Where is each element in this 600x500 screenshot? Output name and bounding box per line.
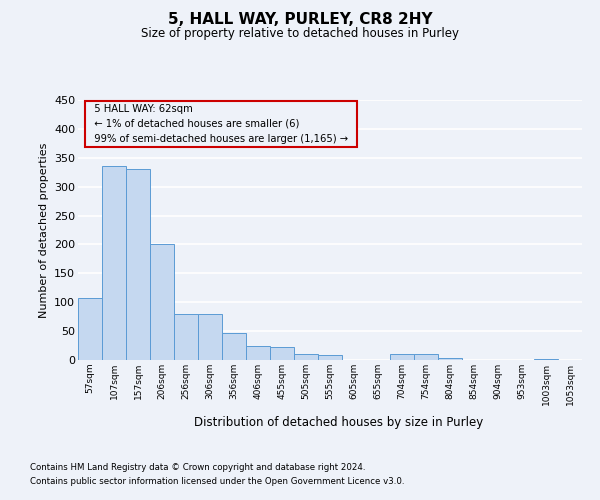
Bar [222, 333, 246, 360]
Bar [198, 314, 222, 360]
Bar [414, 354, 438, 360]
Text: Contains public sector information licensed under the Open Government Licence v3: Contains public sector information licen… [30, 477, 404, 486]
Text: Contains HM Land Registry data © Crown copyright and database right 2024.: Contains HM Land Registry data © Crown c… [30, 464, 365, 472]
Bar [246, 346, 270, 360]
Text: 5 HALL WAY: 62sqm
  ← 1% of detached houses are smaller (6)
  99% of semi-detach: 5 HALL WAY: 62sqm ← 1% of detached house… [88, 104, 355, 144]
Bar [150, 244, 174, 360]
Bar [174, 314, 198, 360]
Bar [78, 298, 102, 360]
Bar [126, 170, 150, 360]
Text: Size of property relative to detached houses in Purley: Size of property relative to detached ho… [141, 28, 459, 40]
Bar [534, 359, 558, 360]
Bar [294, 354, 318, 360]
Bar [102, 166, 126, 360]
Bar [270, 348, 294, 360]
Text: 5, HALL WAY, PURLEY, CR8 2HY: 5, HALL WAY, PURLEY, CR8 2HY [167, 12, 433, 28]
Bar [390, 354, 414, 360]
Bar [438, 358, 462, 360]
Y-axis label: Number of detached properties: Number of detached properties [38, 142, 49, 318]
Bar [318, 356, 342, 360]
Text: Distribution of detached houses by size in Purley: Distribution of detached houses by size … [194, 416, 484, 429]
